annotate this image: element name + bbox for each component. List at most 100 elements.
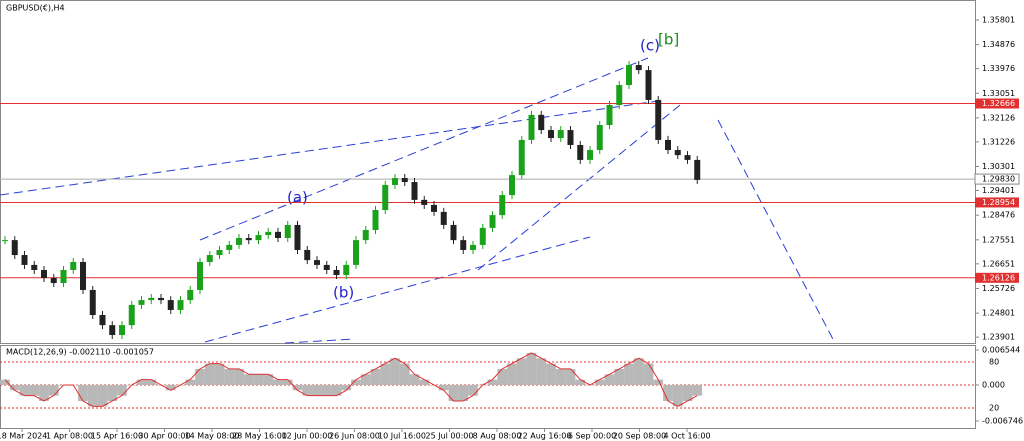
x-tick-label: 15 Apr 16:00 [91, 432, 143, 441]
candle [567, 130, 574, 145]
candle [596, 124, 603, 151]
macd-frame [0, 345, 976, 429]
macd-title: MACD(12,26,9) -0.002110 -0.001057 [6, 348, 154, 357]
trend-lines [0, 57, 836, 344]
macd-bar [692, 384, 703, 396]
macd-bar [117, 384, 127, 396]
annotation: (c) [640, 37, 660, 55]
macd-bar [351, 379, 361, 385]
candle [245, 237, 252, 241]
y-tick-label: 1.24801 [982, 309, 1015, 318]
x-tick-label: 28 May 16:00 [232, 432, 287, 441]
y-tick-label: 1.30301 [982, 162, 1015, 171]
candle [684, 155, 691, 160]
level-tag [975, 197, 1019, 208]
macd-bar [146, 379, 157, 385]
macd-bar [526, 352, 537, 385]
candle [606, 105, 613, 125]
macd-bar [136, 379, 147, 385]
macd-bar [282, 379, 293, 385]
x-tick-label: 26 Jun 08:00 [329, 432, 380, 441]
candle [226, 244, 233, 250]
trend-line [284, 338, 356, 344]
macd-bar [263, 374, 274, 385]
candle [548, 130, 554, 139]
macd-bar [390, 358, 400, 385]
macd-bar [409, 374, 420, 385]
level-tag [975, 98, 1019, 109]
candle [431, 204, 437, 212]
chart-title: GBPUSD(€),H4 [6, 4, 65, 13]
macd-bar [195, 368, 205, 385]
candle [89, 289, 96, 316]
x-tick-label: 20 Sep 08:00 [613, 432, 666, 441]
trend-line [199, 57, 649, 241]
candle [2, 240, 8, 242]
x-tick-label: 10 Jul 16:00 [378, 432, 426, 441]
y-tick-label: 1.25726 [982, 284, 1015, 293]
candle [538, 114, 545, 131]
candle [109, 325, 116, 336]
macd-bar [243, 374, 254, 385]
macd-bar [575, 379, 586, 385]
macd-bar [48, 384, 59, 396]
macd-level-label: 80 [989, 358, 999, 367]
level-tag [975, 272, 1019, 283]
candle [587, 150, 593, 160]
candle [440, 211, 447, 225]
annotation: (a) [287, 189, 308, 207]
level-label: 1.28954 [982, 198, 1015, 207]
y-tick-label: 1.34876 [982, 40, 1015, 49]
candle [70, 261, 77, 270]
candle [499, 195, 506, 216]
macd-bar [341, 384, 352, 391]
candle [460, 240, 467, 250]
candle [577, 144, 584, 160]
candle [11, 240, 18, 256]
x-tick-label: 1 Apr 08:00 [46, 432, 93, 441]
macd-tick-label: -0.006746 [982, 417, 1023, 426]
trend-line [477, 104, 681, 271]
candle [148, 297, 155, 301]
macd-bar [487, 379, 498, 385]
macd-bar [165, 384, 176, 391]
macd-bar [19, 384, 30, 396]
macd-bar [536, 358, 547, 385]
y-tick-label: 1.27551 [982, 235, 1015, 244]
candle [138, 300, 145, 305]
candle [255, 235, 262, 241]
macd-bar [565, 368, 576, 385]
candle [489, 215, 496, 228]
macd-bar [107, 384, 118, 401]
macd-bar [663, 384, 673, 401]
level-label: 1.29830 [982, 175, 1015, 184]
macd-bar [507, 363, 517, 385]
x-tick-label: 25 Jul 00:00 [426, 432, 474, 441]
trend-line [204, 236, 591, 343]
macd-bar [370, 368, 381, 385]
candle [158, 297, 164, 301]
candle [284, 224, 291, 238]
macd-bar [604, 374, 615, 385]
macd-bar [29, 384, 40, 396]
candle [294, 224, 301, 250]
macd-bar [331, 384, 342, 396]
macd-bar [399, 363, 410, 385]
candle [236, 237, 242, 245]
x-tick-label: 14 May 08:00 [185, 432, 240, 441]
macd-bar [204, 363, 215, 385]
candle [304, 249, 311, 261]
macd-bar [682, 384, 693, 401]
candle [382, 184, 389, 211]
macd-bar [497, 368, 508, 385]
macd-line [4, 352, 698, 407]
macd-bar [468, 384, 478, 396]
candle [41, 269, 47, 278]
macd-bar [643, 363, 654, 385]
macd-bar [448, 384, 459, 401]
macd-bar [185, 379, 196, 385]
macd-bar [672, 384, 683, 407]
candle [343, 264, 350, 276]
candle [616, 85, 623, 106]
